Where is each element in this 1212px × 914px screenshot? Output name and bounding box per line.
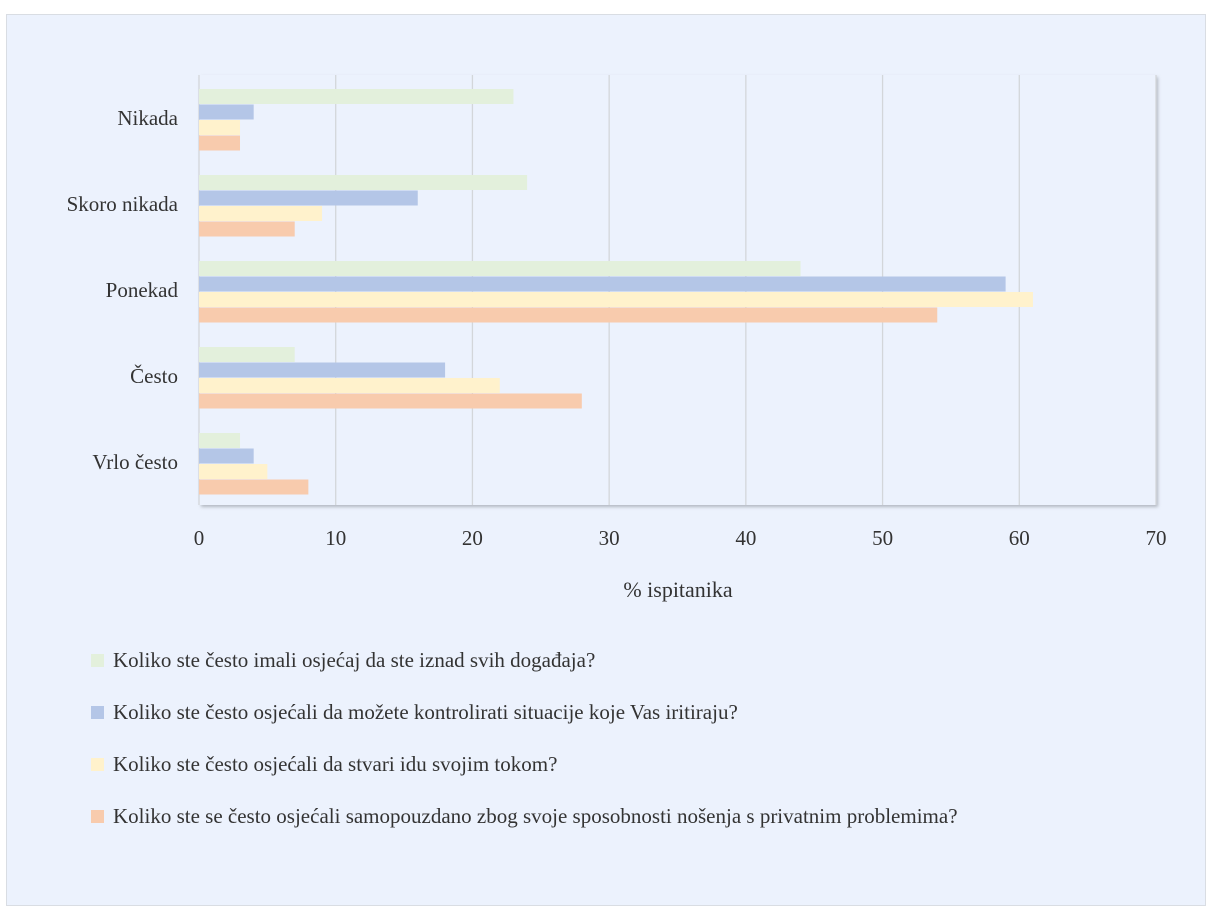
legend-swatch — [91, 757, 104, 771]
bar — [199, 190, 418, 206]
bar — [199, 206, 323, 221]
bar — [199, 175, 528, 190]
legend-item: Koliko ste često osjećali da možete kont… — [91, 699, 958, 724]
x-tick-label: 60 — [1009, 526, 1030, 550]
legend-swatch — [91, 653, 104, 667]
legend-label: Koliko ste često osjećali da možete kont… — [113, 699, 738, 724]
category-label: Ponekad — [106, 278, 179, 302]
bars — [199, 89, 1033, 495]
bar — [199, 362, 446, 378]
bar — [199, 221, 295, 237]
x-tick-label: 30 — [599, 526, 620, 550]
bar — [199, 89, 514, 104]
legend-label: Koliko ste često osjećali da stvari idu … — [113, 751, 558, 776]
bar — [199, 276, 1006, 292]
legend-label: Koliko ste se često osjećali samopouzdan… — [113, 803, 958, 828]
bar — [199, 135, 241, 151]
bar-chart: Nikada Skoro nikada Ponekad Često Vrlo često… — [67, 75, 1167, 602]
category-label: Skoro nikada — [67, 192, 179, 216]
bar — [199, 307, 938, 323]
x-tick-label: 40 — [735, 526, 756, 550]
bar — [199, 464, 268, 479]
x-tick-label: 70 — [1146, 526, 1167, 550]
bar — [199, 448, 254, 464]
chart-frame: Nikada Skoro nikada Ponekad Često Vrlo često… — [6, 14, 1206, 906]
bar — [199, 347, 295, 362]
x-tick-label: 10 — [325, 526, 346, 550]
bar — [199, 292, 1033, 307]
bar — [199, 479, 309, 495]
bar — [199, 378, 500, 393]
x-tick-label: 20 — [462, 526, 483, 550]
bar — [199, 104, 254, 120]
legend-item: Koliko ste često osjećali da stvari idu … — [91, 751, 958, 776]
legend-swatch — [91, 809, 104, 823]
bar — [199, 261, 801, 276]
bar — [199, 433, 241, 448]
category-label: Vrlo često — [92, 450, 178, 474]
category-label: Često — [130, 364, 178, 388]
legend-label: Koliko ste često imali osjećaj da ste iz… — [113, 647, 596, 672]
x-tick-labels: 0 10 20 30 40 50 60 70 — [194, 526, 1167, 550]
bar — [199, 120, 241, 135]
x-axis-title: % ispitanika — [623, 577, 733, 602]
legend-item: Koliko ste često imali osjećaj da ste iz… — [91, 647, 958, 672]
x-tick-label: 50 — [872, 526, 893, 550]
legend-swatch — [91, 705, 104, 719]
category-labels: Nikada Skoro nikada Ponekad Često Vrlo često — [67, 106, 179, 474]
bar — [199, 393, 582, 409]
x-tick-label: 0 — [194, 526, 205, 550]
legend-item: Koliko ste se često osjećali samopouzdan… — [91, 803, 958, 828]
legend: Koliko ste često imali osjećaj da ste iz… — [91, 647, 958, 857]
category-label: Nikada — [117, 106, 178, 130]
